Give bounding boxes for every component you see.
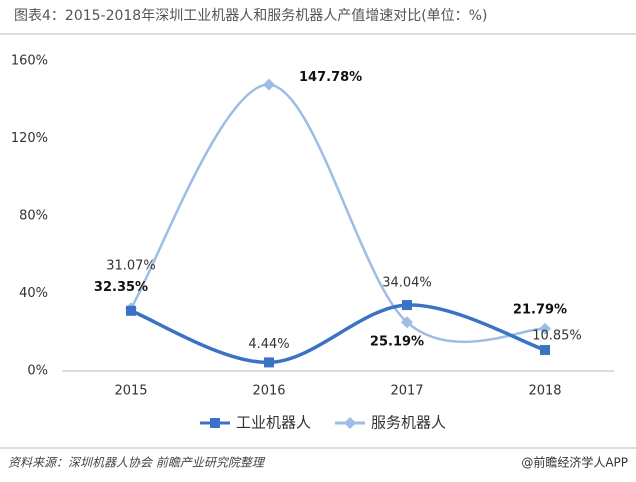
data-label: 25.19% xyxy=(370,335,424,350)
data-label: 32.35% xyxy=(94,280,148,295)
x-tick-label: 2015 xyxy=(114,384,147,399)
data-label: 34.04% xyxy=(382,276,432,291)
legend-marker xyxy=(344,417,356,429)
marker xyxy=(540,344,550,355)
series-line xyxy=(130,303,546,365)
y-tick-label: 160% xyxy=(11,54,48,69)
marker xyxy=(263,78,275,91)
marker xyxy=(401,316,413,329)
x-tick-label: 2017 xyxy=(390,384,423,399)
source: 资料来源：深圳机器人协会 前瞻产业研究院整理 xyxy=(8,456,266,470)
x-tick-label: 2016 xyxy=(252,384,285,399)
legend-label: 服务机器人 xyxy=(371,414,446,432)
legend-label: 工业机器人 xyxy=(236,414,311,432)
data-label: 10.85% xyxy=(532,328,582,343)
y-tick-label: 80% xyxy=(19,209,48,224)
series-line xyxy=(129,83,546,344)
legend-marker xyxy=(210,418,220,428)
marker xyxy=(126,305,136,316)
watermark: @前瞻经济学人APP xyxy=(521,455,628,470)
y-tick-label: 40% xyxy=(19,286,48,301)
marker xyxy=(264,357,274,368)
data-label: 21.79% xyxy=(513,302,567,317)
y-tick-label: 0% xyxy=(27,364,48,379)
chart-title: 图表4：2015-2018年深圳工业机器人和服务机器人产值增速对比(单位：%) xyxy=(14,8,487,24)
marker xyxy=(402,300,412,311)
marker xyxy=(539,322,551,335)
x-tick-label: 2018 xyxy=(528,384,561,399)
data-label: 147.78% xyxy=(299,70,362,85)
data-label: 4.44% xyxy=(248,337,289,352)
data-label: 31.07% xyxy=(106,258,156,273)
y-tick-label: 120% xyxy=(11,131,48,146)
